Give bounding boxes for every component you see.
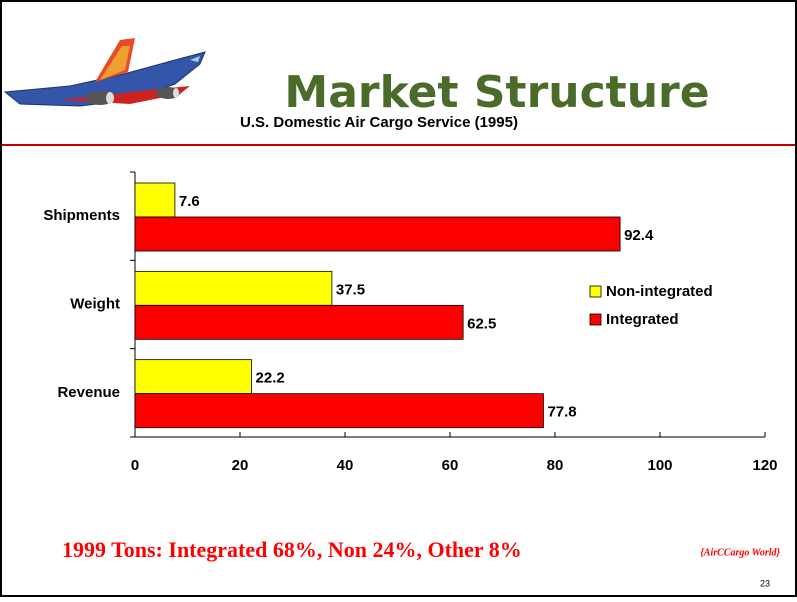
x-tick-label: 40 bbox=[337, 457, 354, 474]
data-label: 37.5 bbox=[336, 281, 365, 298]
bar bbox=[134, 270, 333, 306]
y-tick-label: Weight bbox=[70, 295, 120, 312]
bar bbox=[134, 359, 252, 395]
y-tick-label: Revenue bbox=[57, 384, 120, 401]
legend-swatch bbox=[589, 285, 602, 298]
x-tick-label: 80 bbox=[547, 457, 564, 474]
bar bbox=[134, 216, 621, 252]
bar bbox=[134, 304, 464, 340]
chart-subtitle: U.S. Domestic Air Cargo Service (1995) bbox=[240, 114, 518, 131]
chart-title: Market Structure bbox=[284, 67, 709, 118]
legend-label: Integrated bbox=[606, 311, 679, 328]
x-tick-label: 120 bbox=[752, 457, 777, 474]
y-tick-label: Shipments bbox=[43, 207, 120, 224]
source: {AirCCargo World} bbox=[700, 547, 780, 558]
page-number: 23 bbox=[760, 578, 770, 588]
bar bbox=[134, 393, 544, 429]
x-tick-label: 60 bbox=[442, 457, 459, 474]
airplane bbox=[3, 38, 206, 107]
legend-label: Non-integrated bbox=[606, 283, 713, 300]
footnote: 1999 Tons: Integrated 68%, Non 24%, Othe… bbox=[62, 537, 522, 562]
data-label: 77.8 bbox=[547, 404, 576, 421]
x-tick-label: 0 bbox=[131, 457, 139, 474]
x-tick-label: 100 bbox=[647, 457, 672, 474]
bar bbox=[134, 182, 176, 218]
data-label: 62.5 bbox=[467, 315, 496, 332]
data-label: 7.6 bbox=[179, 193, 200, 210]
data-label: 22.2 bbox=[256, 370, 285, 387]
data-label: 92.4 bbox=[624, 227, 654, 244]
legend-swatch bbox=[589, 313, 602, 326]
x-tick-label: 20 bbox=[232, 457, 249, 474]
